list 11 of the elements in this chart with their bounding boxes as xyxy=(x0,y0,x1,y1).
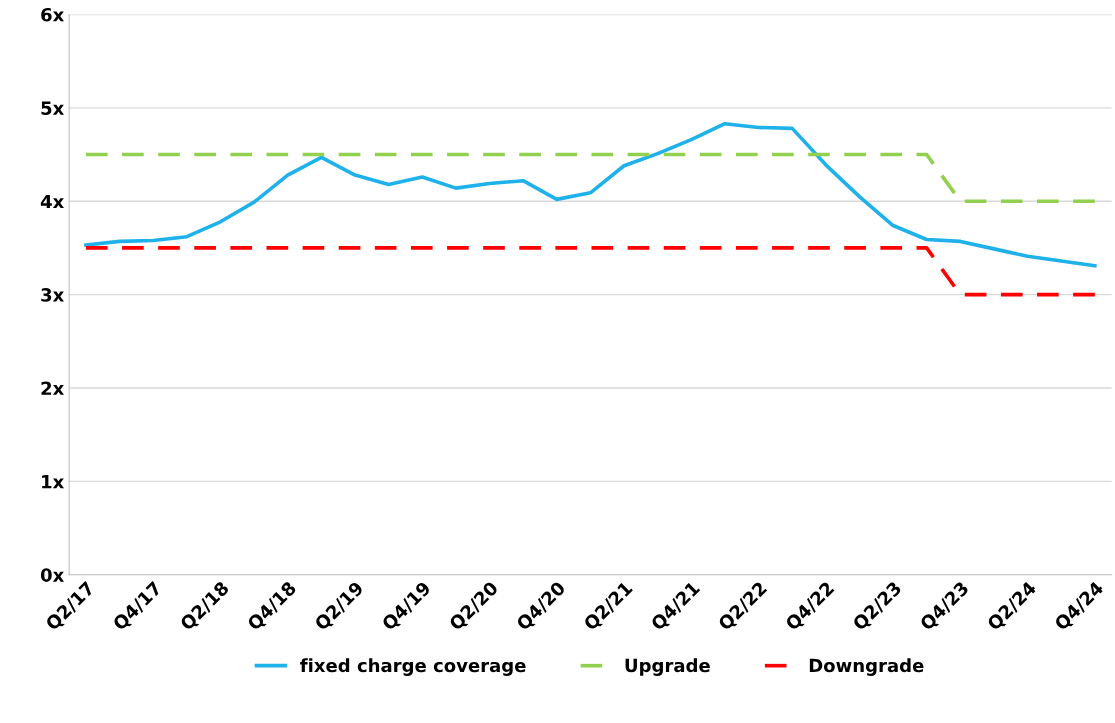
y-tick-label: 2x xyxy=(41,381,64,395)
y-tick-label: 5x xyxy=(41,101,64,115)
y-tick-label: 6x xyxy=(41,7,64,22)
y-tick-label: 0x xyxy=(40,568,64,582)
legend-label: Downgrade xyxy=(809,658,924,676)
legend-label: fixed charge coverage xyxy=(300,658,526,676)
y-tick-label: 3x xyxy=(41,288,64,302)
y-tick-label: 1x xyxy=(42,475,64,489)
line-series xyxy=(84,121,1097,268)
y-tick-label: 4x xyxy=(40,194,64,209)
legend-label: Upgrade xyxy=(625,658,710,676)
